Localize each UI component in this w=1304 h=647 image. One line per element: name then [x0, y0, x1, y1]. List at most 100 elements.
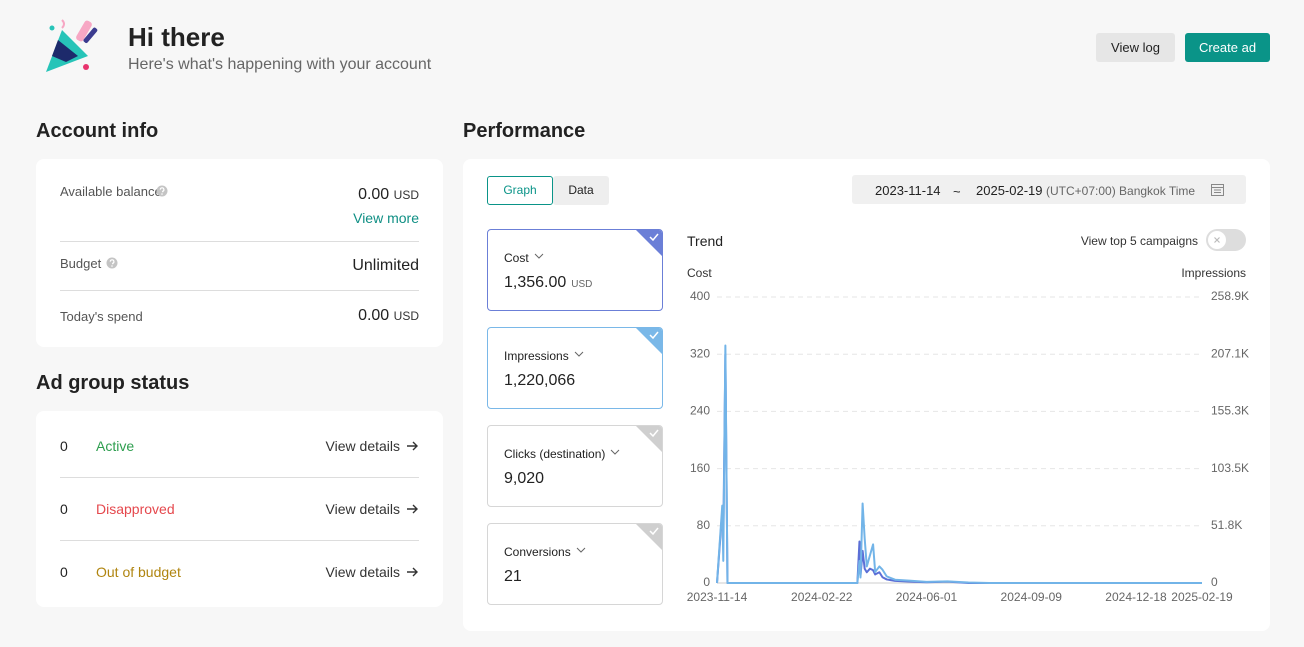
- status-name: Out of budget: [96, 564, 181, 580]
- metric-card[interactable]: Cost 1,356.00 USD: [487, 229, 663, 311]
- y2-tick-label: 103.5K: [1211, 461, 1249, 475]
- account-card: [36, 159, 443, 347]
- y2-tick-label: 51.8K: [1211, 518, 1242, 532]
- info-icon: [156, 185, 168, 197]
- x-tick-label: 2024-09-09: [1001, 590, 1063, 604]
- y2-tick-label: 258.9K: [1211, 289, 1249, 303]
- date-separator: ~: [953, 184, 961, 199]
- toggle-knob: [1208, 231, 1226, 249]
- x-tick-label: 2024-02-22: [791, 590, 853, 604]
- view-details-link[interactable]: View details: [325, 564, 400, 580]
- arrow-icon: [407, 504, 418, 514]
- view-log-button[interactable]: View log: [1096, 33, 1175, 62]
- metric-label: Conversions: [504, 545, 571, 559]
- metric-name: Impressions: [504, 349, 587, 363]
- trend-chart: Cost Impressions 0 80 160 240 320 400 0 51.8K 103.…: [687, 266, 1249, 604]
- view-more-link[interactable]: View more: [353, 210, 419, 226]
- graph-tab[interactable]: Graph: [487, 176, 553, 205]
- row-value: 0.00 USD: [358, 307, 419, 325]
- x-tick-label: 2023-11-14: [687, 590, 748, 604]
- check: [649, 331, 659, 340]
- y2-tick-label: 207.1K: [1211, 346, 1249, 360]
- selected-corner: [636, 328, 662, 354]
- selected-corner: [636, 426, 662, 452]
- y-tick-label: 400: [690, 289, 710, 303]
- view-details-link[interactable]: View details: [325, 501, 400, 517]
- status-count: 0: [60, 438, 68, 454]
- x-tick-label: 2025-02-19: [1171, 590, 1233, 604]
- y2-axis-title: Impressions: [1181, 266, 1246, 280]
- series-line: [716, 344, 1202, 584]
- unit: USD: [393, 309, 419, 323]
- create-ad-button[interactable]: Create ad: [1185, 33, 1270, 62]
- metric-name: Conversions: [504, 545, 589, 559]
- trend-title: Trend: [687, 233, 724, 249]
- metric-label: Impressions: [504, 349, 569, 363]
- date-picker[interactable]: [852, 175, 1246, 204]
- chevron: [611, 449, 620, 455]
- calendar-icon: [1211, 184, 1224, 196]
- metric-label: Clicks (destination): [504, 447, 606, 461]
- metric-name: Cost: [504, 251, 547, 265]
- check: [649, 233, 659, 242]
- metric-value: 1,356.00 USD: [504, 274, 592, 292]
- page-title: Hi there: [128, 22, 225, 52]
- arrow: [407, 441, 418, 451]
- corner-triangle: [636, 426, 662, 452]
- unit: USD: [393, 188, 419, 202]
- metric-value: 9,020: [504, 470, 544, 488]
- toggle[interactable]: [1206, 229, 1246, 251]
- chevron: [574, 351, 584, 357]
- status-name: Disapproved: [96, 501, 175, 517]
- arrow-icon: [407, 567, 418, 577]
- spend-value: 0.00: [358, 307, 390, 324]
- view-details-link[interactable]: View details: [325, 438, 400, 454]
- y-tick-label: 320: [690, 346, 710, 360]
- divider: [60, 290, 419, 291]
- timezone: (UTC+07:00) Bangkok Time: [1046, 184, 1196, 198]
- metric-value: 21: [504, 568, 522, 586]
- date-end: 2025-02-19: [976, 183, 1043, 198]
- row-label: Today's spend: [60, 309, 143, 324]
- x-tick-label: 2024-12-18: [1105, 590, 1167, 604]
- info-icon: [106, 257, 118, 269]
- y2-tick-label: 155.3K: [1211, 404, 1249, 418]
- metric-number: 1,220,066: [504, 372, 576, 389]
- corner-triangle: [636, 328, 662, 354]
- divider: [60, 477, 419, 478]
- metric-number: 21: [504, 568, 522, 585]
- balance-value: 0.00: [358, 186, 390, 203]
- metric-card[interactable]: Conversions 21: [487, 523, 663, 605]
- selected-corner: [636, 524, 662, 550]
- status-card: [36, 411, 443, 607]
- data-tab[interactable]: Data: [553, 176, 609, 205]
- metric-number: 1,356.00: [504, 274, 567, 291]
- y-tick-label: 80: [697, 518, 711, 532]
- metric-value: 1,220,066: [504, 372, 575, 390]
- corner-triangle: [636, 524, 662, 550]
- y2-tick-label: 0: [1211, 575, 1218, 589]
- row-label: Available balance: [60, 184, 162, 199]
- metric-name: Clicks (destination): [504, 447, 623, 461]
- chevron-icon: [576, 547, 586, 553]
- status-name: Active: [96, 438, 135, 454]
- row-label: Budget: [60, 256, 102, 271]
- chevron-icon: [534, 253, 544, 259]
- arrow: [407, 504, 418, 514]
- metric-card[interactable]: Impressions 1,220,066: [487, 327, 663, 409]
- check: [649, 429, 659, 438]
- metric-label: Cost: [504, 251, 529, 265]
- metric-number: 9,020: [504, 470, 545, 487]
- y-tick-label: 240: [690, 404, 710, 418]
- section-title: Account info: [36, 120, 159, 142]
- metric-card[interactable]: Clicks (destination) 9,020: [487, 425, 663, 507]
- x-tick-label: 2024-06-01: [896, 590, 958, 604]
- row-value: Unlimited: [352, 257, 419, 274]
- chevron-icon: [611, 449, 620, 455]
- arrow: [407, 567, 418, 577]
- date-start: 2023-11-14: [875, 183, 941, 198]
- page-subtitle: Here's what's happening with your accoun…: [128, 56, 432, 73]
- status-count: 0: [60, 564, 68, 580]
- party-icon: [46, 19, 98, 72]
